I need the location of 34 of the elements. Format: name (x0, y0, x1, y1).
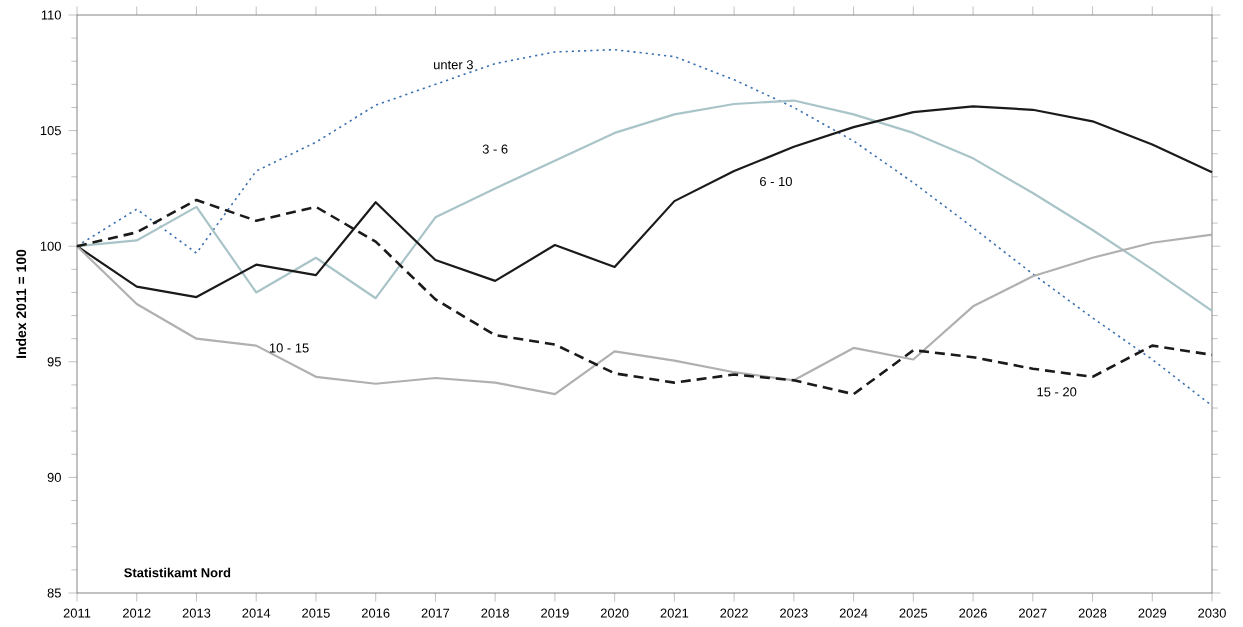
series-label: 15 - 20 (1037, 387, 1077, 397)
x-tick-label: 2025 (899, 608, 928, 618)
series-label: 10 - 15 (269, 343, 309, 353)
x-tick-label: 2020 (600, 608, 629, 618)
x-tick-label: 2023 (780, 608, 808, 618)
y-tick-label: 105 (40, 126, 61, 136)
x-tick-label: 2028 (1078, 608, 1107, 618)
series-label: unter 3 (434, 60, 473, 70)
series-label: 6 - 10 (760, 176, 792, 187)
x-tick-label: 2016 (361, 608, 390, 618)
y-axis-title: Index 2011 = 100 (15, 249, 27, 358)
text: 3 - 6 (482, 144, 508, 154)
x-tick-label: 2012 (122, 608, 151, 618)
x-tick-label: 2011 (63, 608, 91, 618)
y-tick-label: 95 (47, 357, 61, 367)
x-tick-label: 2017 (421, 608, 450, 618)
y-tick-label: 90 (47, 472, 61, 482)
x-tick-label: 2015 (302, 608, 330, 618)
line-series (75, 233, 1214, 396)
x-tick-label: 2014 (242, 608, 271, 618)
y-tick-label: 100 (40, 241, 61, 251)
x-tick-label: 2018 (481, 608, 509, 618)
x-tick-label: 2013 (182, 608, 211, 618)
annotation: Statistikamt Nord (124, 567, 231, 578)
y-tick-label: 110 (41, 10, 61, 20)
y-tick-label: 85 (47, 588, 61, 598)
x-tick-label: 2027 (1019, 608, 1047, 618)
x-tick-label: 2029 (1138, 608, 1167, 618)
x-tick-label: 2030 (1198, 608, 1226, 618)
x-tick-label: 2019 (541, 608, 569, 618)
x-tick-label: 2026 (959, 608, 987, 618)
x-tick-label: 2021 (660, 608, 689, 618)
x-tick-label: 2022 (720, 608, 748, 618)
x-tick-label: 2024 (839, 608, 868, 618)
